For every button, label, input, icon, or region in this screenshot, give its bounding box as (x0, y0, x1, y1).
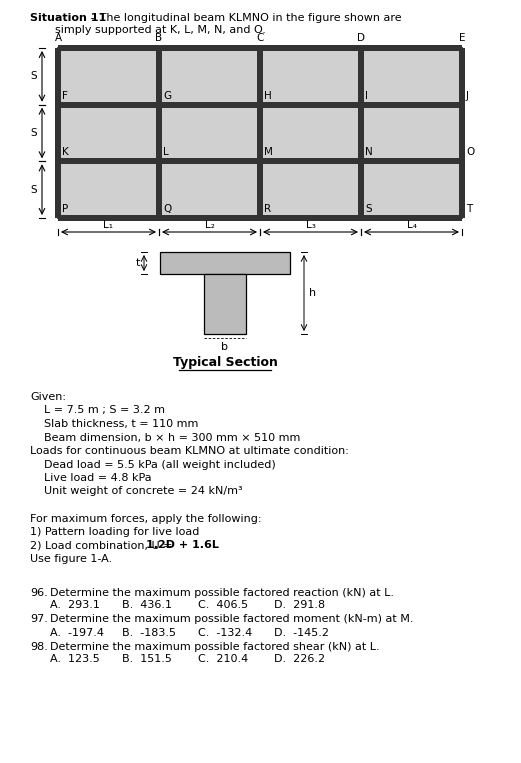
Bar (55, 48, 61, 218)
Text: P: P (62, 204, 68, 214)
Text: L₂: L₂ (205, 220, 215, 230)
Text: S: S (30, 185, 37, 195)
Text: Given:: Given: (30, 392, 66, 402)
Text: S: S (30, 128, 37, 138)
Text: L₁: L₁ (104, 220, 114, 230)
Text: C.  -132.4: C. -132.4 (198, 627, 252, 638)
Text: B.  -183.5: B. -183.5 (122, 627, 176, 638)
Text: Determine the maximum possible factored moment (kN-m) at M.: Determine the maximum possible factored … (50, 614, 414, 624)
Text: L = 7.5 m ; S = 3.2 m: L = 7.5 m ; S = 3.2 m (30, 405, 165, 416)
Text: S: S (365, 204, 371, 214)
Text: E: E (459, 33, 465, 43)
Bar (58, 215, 462, 221)
Text: O: O (466, 147, 474, 157)
Text: 96.: 96. (30, 588, 48, 597)
Text: D: D (357, 33, 365, 43)
Text: Beam dimension, b × h = 300 mm × 510 mm: Beam dimension, b × h = 300 mm × 510 mm (30, 433, 301, 443)
Bar (58, 48, 462, 218)
Text: A.  -197.4: A. -197.4 (50, 627, 104, 638)
Text: I: I (365, 91, 368, 101)
Text: G: G (163, 91, 171, 101)
Text: Loads for continuous beam KLMNO at ultimate condition:: Loads for continuous beam KLMNO at ultim… (30, 446, 349, 456)
Bar (58, 101, 462, 108)
Text: Determine the maximum possible factored shear (kN) at L.: Determine the maximum possible factored … (50, 642, 380, 652)
Text: C.  210.4: C. 210.4 (198, 655, 248, 665)
Text: B.  151.5: B. 151.5 (122, 655, 172, 665)
Bar (358, 48, 364, 218)
Text: Dead load = 5.5 kPa (all weight included): Dead load = 5.5 kPa (all weight included… (30, 459, 276, 469)
Text: 98.: 98. (30, 642, 48, 652)
Text: F: F (62, 91, 68, 101)
Text: B.  436.1: B. 436.1 (122, 600, 172, 610)
Text: Use figure 1-A.: Use figure 1-A. (30, 554, 112, 564)
Text: K: K (62, 147, 69, 157)
Text: b: b (221, 342, 229, 352)
Text: For maximum forces, apply the following:: For maximum forces, apply the following: (30, 513, 262, 523)
Text: R: R (264, 204, 271, 214)
Text: 97.: 97. (30, 614, 48, 624)
Text: Q: Q (163, 204, 171, 214)
Text: L₃: L₃ (305, 220, 315, 230)
Text: 1) Pattern loading for live load: 1) Pattern loading for live load (30, 527, 200, 537)
Text: simply supported at K, L, M, N, and O.: simply supported at K, L, M, N, and O. (55, 25, 266, 35)
Text: t: t (135, 258, 140, 268)
Text: h: h (309, 288, 316, 298)
Text: Live load = 4.8 kPa: Live load = 4.8 kPa (30, 473, 152, 483)
Bar (459, 48, 465, 218)
Text: A: A (54, 33, 61, 43)
Text: D.  291.8: D. 291.8 (274, 600, 325, 610)
Text: L: L (163, 147, 169, 157)
Bar (257, 48, 263, 218)
Text: B: B (155, 33, 163, 43)
Bar (58, 159, 462, 164)
Bar (156, 48, 162, 218)
Text: A.  123.5: A. 123.5 (50, 655, 100, 665)
Text: Unit weight of concrete = 24 kN/m³: Unit weight of concrete = 24 kN/m³ (30, 487, 243, 497)
Text: M: M (264, 147, 273, 157)
Text: H: H (264, 91, 272, 101)
Text: J: J (466, 91, 469, 101)
Text: N: N (365, 147, 373, 157)
Text: A.  293.1: A. 293.1 (50, 600, 100, 610)
Text: T: T (466, 204, 472, 214)
Text: Slab thickness, t = 110 mm: Slab thickness, t = 110 mm (30, 419, 199, 429)
Text: – The longitudinal beam KLMNO in the figure shown are: – The longitudinal beam KLMNO in the fig… (87, 13, 402, 23)
Text: 1.2D + 1.6L: 1.2D + 1.6L (146, 540, 219, 550)
Text: S: S (30, 71, 37, 82)
Text: 2) Load combination, U =: 2) Load combination, U = (30, 540, 176, 550)
Bar (160, 252, 290, 274)
Text: D.  -145.2: D. -145.2 (274, 627, 329, 638)
Bar (58, 45, 462, 51)
Text: C: C (256, 33, 264, 43)
Text: L₄: L₄ (406, 220, 416, 230)
Text: Situation 11: Situation 11 (30, 13, 106, 23)
Text: Determine the maximum possible factored reaction (kN) at L.: Determine the maximum possible factored … (50, 588, 394, 597)
Bar (58, 48, 462, 218)
Text: Typical Section: Typical Section (172, 356, 278, 369)
Text: D.  226.2: D. 226.2 (274, 655, 325, 665)
Bar (204, 274, 246, 334)
Text: C.  406.5: C. 406.5 (198, 600, 248, 610)
